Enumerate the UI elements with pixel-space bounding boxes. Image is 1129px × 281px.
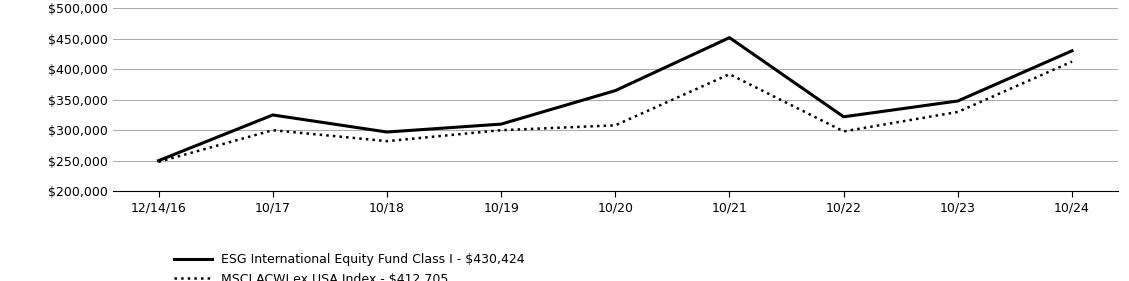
- MSCI ACWI ex USA Index - $412,705: [951, 110, 964, 114]
- ESG International Equity Fund Class I - $430,424: [837, 115, 850, 119]
- Line: ESG International Equity Fund Class I - $430,424: ESG International Equity Fund Class I - …: [158, 38, 1073, 161]
- ESG International Equity Fund Class I - $430,424: [723, 36, 736, 39]
- ESG International Equity Fund Class I - $430,424: [609, 89, 622, 92]
- MSCI ACWI ex USA Index - $412,705: [609, 124, 622, 127]
- MSCI ACWI ex USA Index - $412,705: [151, 160, 165, 164]
- ESG International Equity Fund Class I - $430,424: [495, 123, 508, 126]
- MSCI ACWI ex USA Index - $412,705: [495, 128, 508, 132]
- MSCI ACWI ex USA Index - $412,705: [837, 130, 850, 133]
- MSCI ACWI ex USA Index - $412,705: [1066, 60, 1079, 63]
- Legend: ESG International Equity Fund Class I - $430,424, MSCI ACWI ex USA Index - $412,: ESG International Equity Fund Class I - …: [169, 248, 530, 281]
- ESG International Equity Fund Class I - $430,424: [1066, 49, 1079, 53]
- MSCI ACWI ex USA Index - $412,705: [723, 72, 736, 76]
- Line: MSCI ACWI ex USA Index - $412,705: MSCI ACWI ex USA Index - $412,705: [158, 62, 1073, 162]
- ESG International Equity Fund Class I - $430,424: [951, 99, 964, 103]
- ESG International Equity Fund Class I - $430,424: [266, 113, 280, 117]
- ESG International Equity Fund Class I - $430,424: [380, 130, 394, 134]
- MSCI ACWI ex USA Index - $412,705: [266, 128, 280, 132]
- MSCI ACWI ex USA Index - $412,705: [380, 139, 394, 143]
- ESG International Equity Fund Class I - $430,424: [151, 159, 165, 162]
